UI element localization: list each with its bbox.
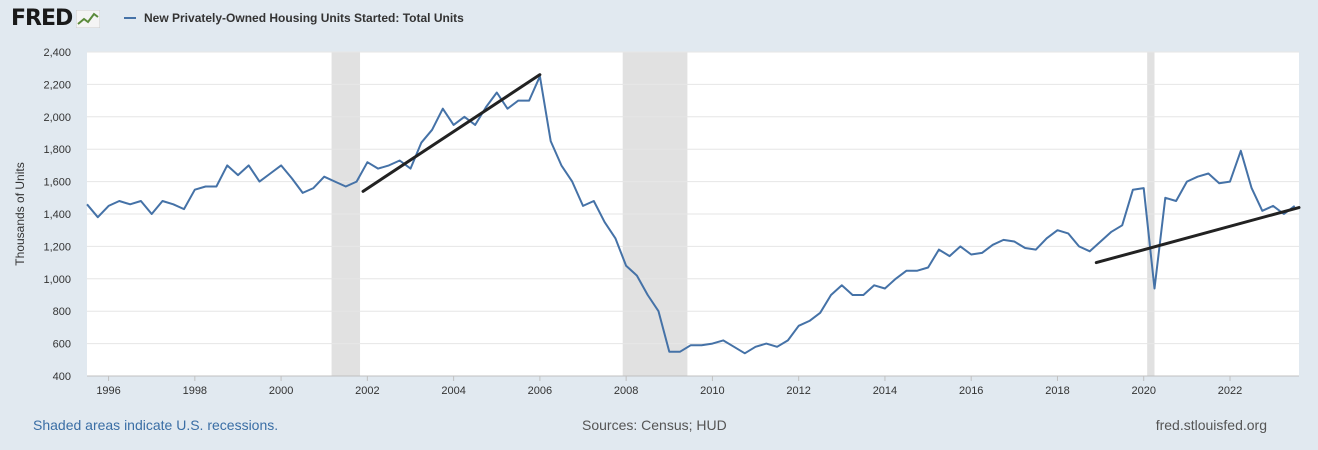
y-tick-label: 400 <box>53 371 71 383</box>
line-chart-icon <box>76 9 101 28</box>
y-tick-label: 2,200 <box>43 79 71 91</box>
series-line <box>86 75 1296 355</box>
legend-series-label: New Privately-Owned Housing Units Starte… <box>144 11 464 25</box>
site-link[interactable]: fred.stlouisfed.org <box>1155 417 1267 433</box>
fred-logo[interactable]: FRED <box>11 6 101 31</box>
recession-note-link[interactable]: Shaded areas indicate U.S. recessions. <box>33 417 279 433</box>
trend-annotations <box>361 73 1301 265</box>
x-tick-label: 1996 <box>96 385 120 397</box>
x-tick-label: 2006 <box>528 385 552 397</box>
x-tick-label: 2010 <box>700 385 724 397</box>
y-axis-label: Thousands of Units <box>13 162 27 265</box>
chart-area[interactable]: 400 600 800 1,000 1,200 1,400 1,600 1,800 2,000 2… <box>0 0 1318 410</box>
x-tick-label: 2000 <box>269 385 293 397</box>
x-tick-label: 2014 <box>873 385 897 397</box>
x-tick-label: 2004 <box>441 385 465 397</box>
x-tick-label: 2002 <box>355 385 379 397</box>
fred-logo-text: FRED <box>11 6 73 31</box>
x-tick-label: 2016 <box>959 385 983 397</box>
x-tick-label: 2012 <box>786 385 810 397</box>
y-tick-label: 2,000 <box>43 112 71 124</box>
x-tick-label: 2022 <box>1218 385 1242 397</box>
sources-text: Sources: Census; HUD <box>582 417 727 433</box>
x-tick-label: 2008 <box>614 385 638 397</box>
x-tick-label: 2018 <box>1045 385 1069 397</box>
y-tick-label: 1,400 <box>43 209 71 221</box>
x-axis: 1996 1998 2000 2002 2004 2006 2008 2010 2012 2014… <box>87 375 1299 397</box>
x-tick-label: 1998 <box>183 385 207 397</box>
legend-swatch <box>124 17 136 19</box>
trend-line <box>361 73 542 193</box>
y-tick-label: 1,600 <box>43 177 71 189</box>
y-tick-label: 800 <box>53 306 71 318</box>
chart-header: FRED New Privately-Owned Housing Units S… <box>0 0 1318 40</box>
trend-line <box>1094 206 1301 265</box>
chart-legend: New Privately-Owned Housing Units Starte… <box>124 11 464 25</box>
y-tick-label: 1,200 <box>43 241 71 253</box>
x-tick-label: 2020 <box>1131 385 1155 397</box>
y-tick-label: 2,400 <box>43 47 71 59</box>
y-tick-label: 1,000 <box>43 274 71 286</box>
y-tick-label: 1,800 <box>43 144 71 156</box>
y-axis: 400 600 800 1,000 1,200 1,400 1,600 1,800 2,000 2… <box>43 47 71 383</box>
y-tick-label: 600 <box>53 339 71 351</box>
series-group <box>86 75 1296 355</box>
